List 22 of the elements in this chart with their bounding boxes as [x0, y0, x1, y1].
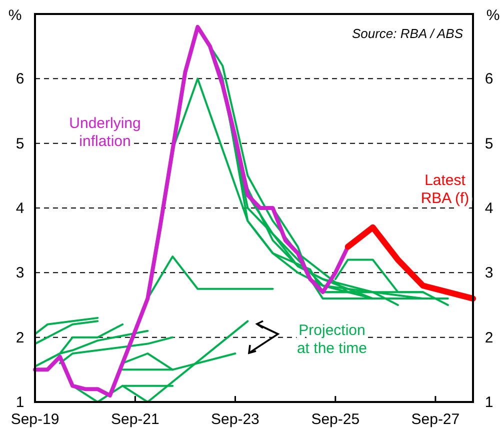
text: Latest RBA (f): [420, 172, 470, 207]
x-tick-label: Sep-27: [411, 411, 460, 428]
y-tick-label: 3: [16, 264, 24, 282]
y-tick-label: 1: [16, 394, 24, 411]
y2-tick-label: 5: [484, 135, 494, 152]
y2-axis-title: %: [486, 7, 500, 24]
y-tick-label: 6: [16, 70, 24, 88]
x-tick-label: Sep-25: [311, 411, 360, 428]
annotation: Projection at the time: [296, 322, 368, 357]
y-tick-label: 4: [16, 200, 24, 217]
y2-tick-label: 1: [484, 394, 494, 411]
y-axis-title: %: [8, 7, 22, 24]
y2-tick-label: 4: [484, 200, 494, 217]
x-tick-label: Sep-23: [211, 411, 260, 428]
x-tick-label: Sep-21: [110, 411, 160, 428]
y2-tick-label: 6: [484, 70, 494, 88]
y-tick-label: 2: [16, 329, 24, 346]
annotation: Source: RBA / ABS: [352, 26, 464, 41]
y2-tick-label: 3: [484, 264, 494, 282]
y-tick-label: 5: [16, 135, 24, 152]
x-tick-label: Sep-19: [10, 411, 60, 428]
y2-tick-label: 2: [484, 329, 494, 346]
